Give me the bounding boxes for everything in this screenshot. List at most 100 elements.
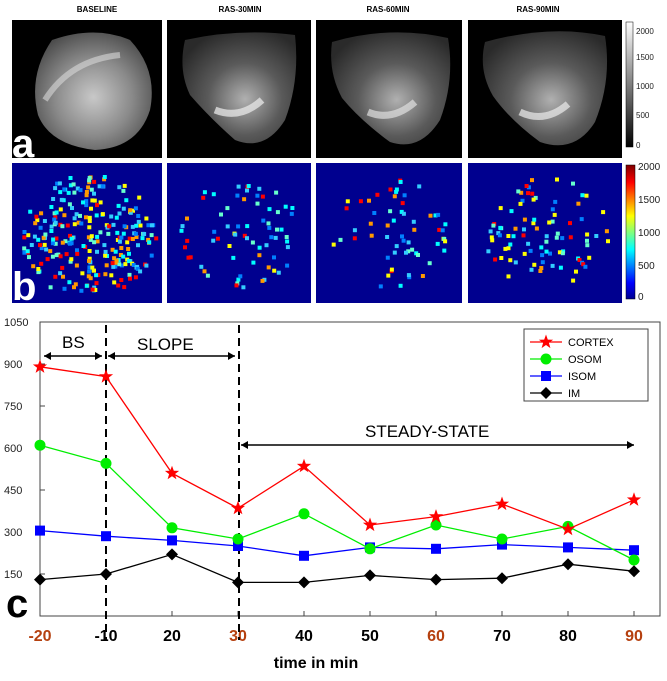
perfusion-pixel <box>245 224 250 229</box>
perfusion-pixel <box>123 262 128 267</box>
jet-cbar-tick-1500: 1500 <box>638 195 661 206</box>
perfusion-pixel <box>44 247 49 252</box>
y-tick-label: 300 <box>4 527 22 539</box>
perfusion-pixel <box>32 234 37 239</box>
jet-colorbar-fill <box>625 164 636 300</box>
perfusion-pixel <box>125 240 130 245</box>
point-isom <box>299 550 309 561</box>
perfusion-pixel <box>257 245 262 250</box>
perfusion-pixel <box>557 250 562 255</box>
perfusion-pixel <box>518 201 523 206</box>
x-tick-label: 50 <box>361 628 379 645</box>
perfusion-pixel <box>236 224 241 229</box>
perfusion-pixel <box>584 193 589 198</box>
perfusion-pixel <box>522 251 527 256</box>
perfusion-pixel <box>134 235 139 239</box>
perfusion-pixel <box>84 190 89 194</box>
perfusion-pixel <box>241 285 246 290</box>
perfusion-pixel <box>386 273 391 278</box>
x-axis-label: time in min <box>274 655 358 672</box>
series-line-isom <box>39 529 635 557</box>
perfusion-pixel <box>128 208 133 213</box>
perfusion-pixel <box>499 256 504 260</box>
perfusion-pixel <box>412 227 417 232</box>
perfusion-pixel <box>345 199 350 204</box>
perfusion-pixel <box>28 209 33 214</box>
perfusion-pixel <box>486 249 491 254</box>
legend-label-osom: OSOM <box>568 354 602 366</box>
perfusion-pixel <box>497 233 502 238</box>
perfusion-pixel <box>135 266 140 271</box>
perfusion-pixel <box>358 199 363 204</box>
point-im <box>562 558 574 571</box>
perfusion-pixel <box>185 238 190 243</box>
perfusion-pixel <box>59 197 64 202</box>
perfusion-pixel <box>149 233 154 238</box>
gray-cbar-tick-500: 500 <box>636 111 650 120</box>
perfusion-pixel <box>31 264 36 269</box>
panel-letter-a: a <box>12 122 35 166</box>
perfusion-pixel <box>183 245 187 250</box>
perfusion-pixel <box>521 233 526 238</box>
perfusion-pixel <box>398 283 403 288</box>
perfusion-pixel <box>87 258 91 263</box>
point-cortex <box>32 359 48 373</box>
bs-arrow-head-left <box>44 352 51 360</box>
perfusion-pixel <box>124 198 129 203</box>
point-cortex <box>494 496 510 511</box>
perfusion-pixel <box>86 185 91 190</box>
perfusion-pixel <box>133 231 138 236</box>
perfusion-pixel <box>245 188 249 193</box>
gray-cbar-tick-1500: 1500 <box>636 53 654 62</box>
y-tick-label: 150 <box>4 569 22 581</box>
perfusion-pixel <box>87 256 92 261</box>
perfusion-pixel <box>585 232 590 237</box>
perfusion-pixel <box>131 208 135 213</box>
perfusion-pixel <box>267 207 272 212</box>
steady-arrow-head-left <box>241 441 248 449</box>
perfusion-pixel <box>89 234 94 239</box>
perfusion-pixel <box>577 258 582 262</box>
perfusion-pixel <box>78 213 82 218</box>
perfusion-pixel <box>392 194 397 199</box>
point-osom <box>100 457 112 469</box>
perfusion-pixel <box>585 238 589 243</box>
legend-label-cortex: CORTEX <box>568 337 614 349</box>
perfusion-pixel <box>53 215 58 220</box>
perfusion-pixel <box>39 246 44 251</box>
perfusion-pixel <box>555 231 560 236</box>
y-axis: 1050 900 750 600 450 300 150 <box>4 317 45 581</box>
perfusion-pixel <box>251 260 256 265</box>
y-tick-label: 1050 <box>4 317 28 329</box>
perfusion-pixel <box>428 213 433 218</box>
perfusion-pixel <box>400 234 404 239</box>
perfusion-pixel <box>62 286 67 291</box>
perfusion-pixel <box>550 263 555 268</box>
point-isom <box>563 542 573 553</box>
gray-cbar-tick-0: 0 <box>636 141 641 150</box>
perfusion-pixel <box>33 221 38 226</box>
perfusion-pixel <box>58 207 63 212</box>
perfusion-pixel <box>391 218 396 223</box>
perfusion-pixel <box>493 257 498 262</box>
perfusion-pixel <box>110 247 115 252</box>
perfusion-pixel <box>69 236 74 241</box>
perfusion-pixel <box>534 226 539 231</box>
perfusion-pixel <box>42 219 47 223</box>
perfusion-pixel <box>284 235 289 239</box>
perfusion-pixel <box>503 246 508 251</box>
perfusion-pixel <box>29 243 34 247</box>
tissue-baseline <box>35 32 152 150</box>
slope-arrow-head-left <box>108 352 115 360</box>
perfusion-pixel <box>513 260 518 265</box>
col-title-baseline: BASELINE <box>77 5 118 14</box>
perfusion-pixel <box>45 257 50 262</box>
perfusion-pixel <box>201 195 206 200</box>
perfusion-pixel <box>94 281 99 286</box>
perfusion-pixel <box>205 273 210 278</box>
perfusion-pixel <box>42 242 47 247</box>
perfusion-pixel <box>39 261 44 266</box>
point-isom <box>497 539 507 550</box>
perfusion-pixel <box>411 219 416 224</box>
perfusion-pixel <box>606 239 610 244</box>
